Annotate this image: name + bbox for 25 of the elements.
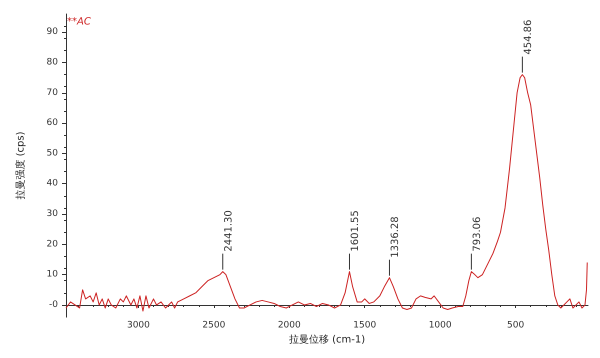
annotation: 1336.28: [390, 216, 401, 258]
x-tick-label: 2500: [202, 320, 226, 331]
y-tick-label: 70: [46, 88, 58, 98]
y-tick-label: 60: [46, 118, 58, 128]
y-tick-label: 90: [46, 27, 58, 38]
annotation: 2441.30: [223, 210, 234, 252]
y-tick-label: 20: [46, 239, 58, 250]
y-axis-title: 拉曼强度 (cps): [14, 131, 26, 200]
x-axis-title: 拉曼位移 (cm-1): [288, 334, 366, 346]
y-tick-label: 80: [46, 57, 58, 68]
x-tick-label: 500: [506, 320, 524, 331]
annotation: 454.86: [522, 20, 534, 55]
x-tick-label: 3000: [126, 320, 150, 331]
annotation: 793.06: [472, 216, 483, 252]
y-tick-label: -0: [49, 300, 58, 310]
line-series: [66, 74, 588, 312]
y-tick-label: 10: [46, 270, 58, 280]
x-tick-label: 1500: [353, 320, 376, 331]
y-tick-label: 50: [46, 148, 58, 158]
chart-title: **AC: [67, 16, 91, 28]
annotation: 1601.55: [350, 210, 361, 252]
x-tick-label: 1000: [428, 320, 452, 331]
y-tick-label: 30: [46, 209, 58, 220]
y-tick-label: 40: [46, 178, 58, 189]
x-tick-label: 2000: [278, 320, 302, 331]
